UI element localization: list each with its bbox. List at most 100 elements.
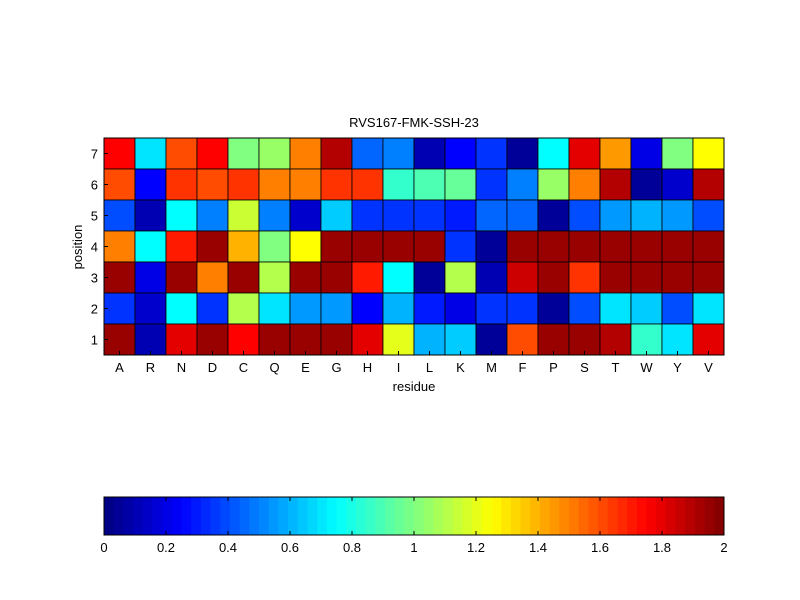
- colorbar-tick-label: 0: [100, 540, 107, 555]
- heatmap-cell: [475, 168, 508, 201]
- colorbar-tick-label: 1: [410, 540, 417, 555]
- colorbar-swatch: [346, 497, 357, 535]
- colorbar-swatch: [414, 497, 425, 535]
- heatmap-cell: [289, 230, 322, 263]
- colorbar-swatch: [452, 497, 463, 535]
- colorbar-swatch: [675, 497, 686, 535]
- heatmap-cell: [134, 230, 167, 263]
- x-tick-label: W: [640, 360, 653, 375]
- heatmap-cell: [320, 230, 353, 263]
- heatmap-cell: [165, 230, 198, 263]
- heatmap-cell: [165, 168, 198, 201]
- heatmap-cell: [320, 292, 353, 325]
- heatmap-cell: [599, 323, 632, 356]
- heatmap-cell: [258, 323, 291, 356]
- heatmap-cell: [568, 168, 601, 201]
- heatmap-cell: [382, 230, 415, 263]
- colorbar-swatch: [259, 497, 270, 535]
- colorbar-tick-label: 2: [720, 540, 727, 555]
- heatmap-cell: [227, 199, 260, 232]
- heatmap-cell: [475, 230, 508, 263]
- heatmap-cell: [537, 261, 570, 294]
- heatmap-cell: [165, 292, 198, 325]
- heatmap-cell: [444, 137, 477, 170]
- heatmap-cell: [196, 292, 229, 325]
- colorbar-swatch: [510, 497, 522, 535]
- heatmap-cell: [382, 137, 415, 170]
- heatmap-cell: [103, 230, 136, 263]
- colorbar-swatch: [326, 497, 337, 535]
- heatmap-cell: [413, 323, 446, 356]
- x-tick-label: T: [612, 360, 620, 375]
- colorbar-swatch: [549, 497, 560, 535]
- colorbar-swatch: [191, 497, 202, 535]
- heatmap-cell: [444, 230, 477, 263]
- colorbar-swatch: [404, 497, 415, 535]
- y-axis-ticks: 7 6 5 4 3 2 1: [91, 147, 108, 348]
- heatmap-cell: [692, 261, 725, 294]
- y-tick-label: 2: [91, 302, 98, 317]
- heatmap-cell: [506, 230, 539, 263]
- heatmap-cell: [444, 261, 477, 294]
- colorbar-tick-label: 1.2: [467, 540, 485, 555]
- heatmap-cell: [413, 261, 446, 294]
- chart-title: RVS167-FMK-SSH-23: [349, 115, 479, 130]
- heatmap-cell: [537, 292, 570, 325]
- heatmap-cell: [630, 292, 663, 325]
- colorbar-swatch: [181, 497, 192, 535]
- colorbar-swatch: [665, 497, 677, 535]
- colorbar-swatch: [694, 497, 706, 535]
- colorbar-swatch: [307, 497, 318, 535]
- heatmap-cell: [630, 230, 663, 263]
- colorbar-swatch: [491, 497, 502, 535]
- colorbar-swatch: [481, 497, 492, 535]
- colorbar-swatch: [210, 497, 221, 535]
- y-tick-label: 4: [91, 240, 98, 255]
- x-tick-label: S: [580, 360, 589, 375]
- heatmap-cell: [165, 261, 198, 294]
- heatmap-cell: [444, 199, 477, 232]
- heatmap-cell: [134, 261, 167, 294]
- colorbar-swatch: [162, 497, 173, 535]
- heatmap-cell: [630, 168, 663, 201]
- heatmap-cell: [258, 137, 291, 170]
- colorbar-swatch: [394, 497, 405, 535]
- colorbar-swatch: [375, 497, 386, 535]
- heatmap-cell: [258, 292, 291, 325]
- colorbar-tick-label: 1.4: [529, 540, 547, 555]
- heatmap-cell: [568, 137, 601, 170]
- heatmap-cell: [661, 137, 694, 170]
- heatmap-cell: [382, 168, 415, 201]
- heatmap-cell: [630, 323, 663, 356]
- colorbar-swatch: [104, 497, 115, 535]
- heatmap-cell: [599, 292, 632, 325]
- heatmap-cell: [103, 323, 136, 356]
- heatmap-cell: [227, 230, 260, 263]
- colorbar-swatch: [704, 497, 715, 535]
- heatmap-cell: [506, 292, 539, 325]
- colorbar-swatch: [462, 497, 473, 535]
- heatmap-cell: [599, 137, 632, 170]
- heatmap-cell: [103, 261, 136, 294]
- heatmap-cell: [413, 230, 446, 263]
- colorbar-ticks: 0 0.2 0.4 0.6 0.8 1 1.2 1.4 1.6 1.8 2: [100, 497, 728, 555]
- colorbar-swatch: [365, 497, 376, 535]
- heatmap-cell: [351, 199, 384, 232]
- heatmap-cell: [599, 230, 632, 263]
- colorbar-swatch: [598, 497, 609, 535]
- heatmap-cell: [599, 261, 632, 294]
- heatmap-cell: [289, 199, 322, 232]
- colorbar-swatch: [288, 497, 299, 535]
- heatmap-cell: [506, 168, 539, 201]
- colorbar-swatch: [239, 497, 250, 535]
- heatmap-cell: [227, 292, 260, 325]
- x-axis-label: residue: [393, 379, 436, 394]
- y-tick-label: 3: [91, 271, 98, 286]
- heatmap-cell: [444, 168, 477, 201]
- x-tick-label: Y: [673, 360, 682, 375]
- heatmap-cell: [351, 261, 384, 294]
- heatmap-cell: [599, 199, 632, 232]
- heatmap-cell: [475, 323, 508, 356]
- heatmap-cell: [320, 168, 353, 201]
